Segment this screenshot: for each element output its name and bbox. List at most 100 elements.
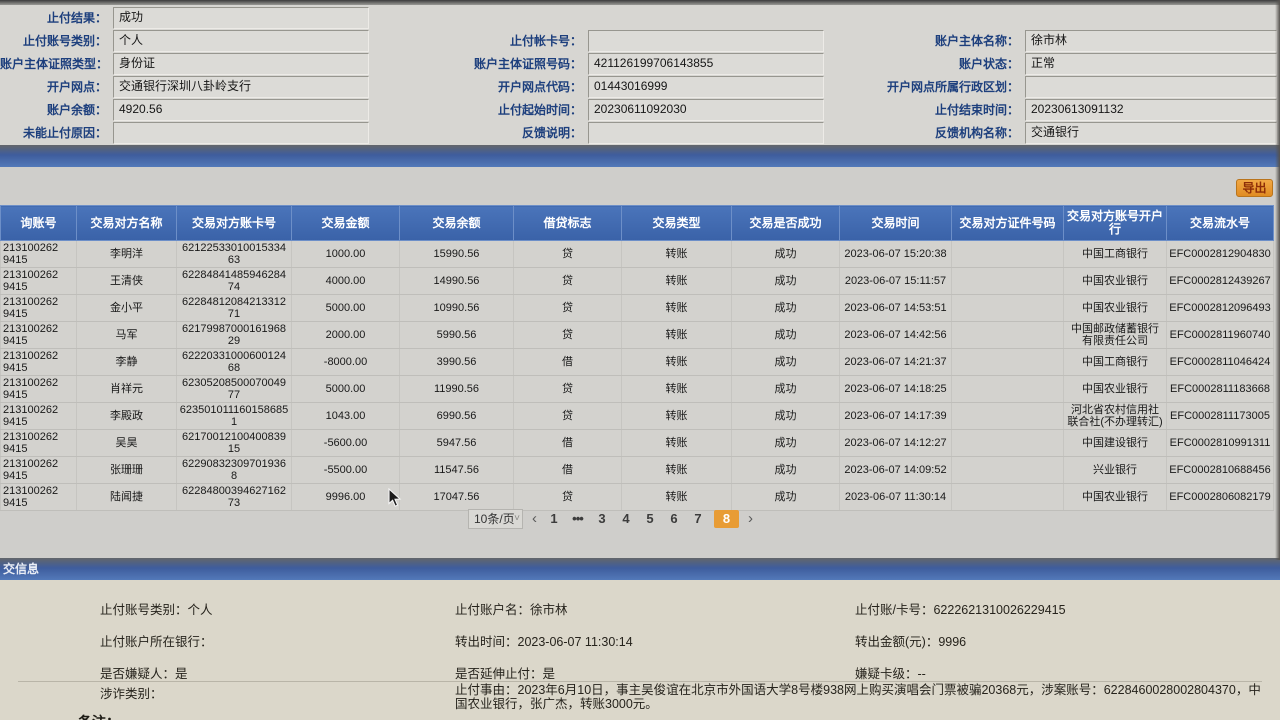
table-cell: 陆闻捷 (76, 483, 177, 511)
table-cell (951, 240, 1064, 268)
table-cell: 成功 (731, 294, 840, 322)
table-cell: 成功 (731, 375, 840, 403)
table-cell: 213100262 9415 (0, 375, 77, 403)
page-size-label: 10条/页 (474, 512, 515, 526)
bottom-info: 止付账号类别：个人 止付账户所在银行： 是否嫌疑人：是 止付账户名：徐市林 转出时间：… (0, 580, 1280, 720)
form-label: 止付账号类别： (22, 34, 107, 48)
table-row[interactable]: 213100262 9415 吴昊 6217001210040083915 -5600… (0, 429, 1274, 457)
table-cell: 4000.00 (291, 267, 400, 295)
table-cell (951, 429, 1064, 457)
table-cell: 贷 (513, 294, 622, 322)
table-body: 213100262 9415 李明洋 6212253301001533463 1000… (0, 240, 1274, 511)
table-cell: 6230520850007004977 (176, 375, 292, 403)
bottom-col3: 止付账/卡号：6222621310026229415 转出金额(元)：9996 嫌疑… (855, 594, 1066, 690)
form-label (372, 7, 588, 29)
table-cell: 中国农业银行 (1063, 375, 1167, 403)
table-cell: 成功 (731, 321, 840, 349)
page-button-4[interactable]: 4 (622, 511, 629, 526)
table-cell: 兴业银行 (1063, 456, 1167, 484)
table-cell: 金小平 (76, 294, 177, 322)
prev-page-button[interactable]: ‹ (532, 510, 537, 527)
table-cell: 5000.00 (291, 375, 400, 403)
table-cell (951, 483, 1064, 511)
table-cell: -5500.00 (291, 456, 400, 484)
table-cell: EFC0002812904830 (1166, 240, 1274, 268)
table-row[interactable]: 213100262 9415 李静 6222033100060012468 -8000… (0, 348, 1274, 376)
table-row[interactable]: 213100262 9415 李明洋 6212253301001533463 1000… (0, 240, 1274, 268)
form-field: 交通银行深圳八卦岭支行 (113, 76, 369, 98)
form-field: 徐市林 (1025, 30, 1277, 52)
table-cell: 李明洋 (76, 240, 177, 268)
table-cell: 李殿政 (76, 402, 177, 430)
table-cell: EFC0002811183668 (1166, 375, 1274, 403)
form-field: 交通银行 (1025, 122, 1277, 144)
table-cell: 15990.56 (399, 240, 514, 268)
table-cell (951, 375, 1064, 403)
horizontal-divider (18, 681, 1262, 682)
export-button[interactable]: 导出 (1236, 179, 1273, 197)
page-button-7[interactable]: 7 (694, 511, 701, 526)
table-cell: EFC0002810688456 (1166, 456, 1274, 484)
table-cell: 17047.56 (399, 483, 514, 511)
table-row[interactable]: 213100262 9415 马军 6217998700016196829 2000.… (0, 321, 1274, 349)
info-line: 止付账号类别：个人 (100, 603, 213, 617)
table-cell: 成功 (731, 429, 840, 457)
column-header: 交易类型 (621, 205, 732, 241)
table-row[interactable]: 213100262 9415 李殿政 6235010111601586851 1043… (0, 402, 1274, 430)
form-label: 开户网点所属行政区划： (886, 80, 1019, 94)
table-row[interactable]: 213100262 9415 张珊珊 622908323097019368 -5500… (0, 456, 1274, 484)
table-row[interactable]: 213100262 9415 金小平 6228481208421331271 5000… (0, 294, 1274, 322)
table-cell (951, 348, 1064, 376)
page-button-8[interactable]: 8 (714, 510, 739, 528)
page-size-select[interactable]: 10条/页 ˅ (468, 509, 523, 529)
table-cell: 马军 (76, 321, 177, 349)
table-cell: EFC0002812096493 (1166, 294, 1274, 322)
form-field (113, 122, 369, 144)
info-line: 转出金额(元)：9996 (855, 635, 967, 649)
table-row[interactable]: 213100262 9415 肖祥元 6230520850007004977 5000… (0, 375, 1274, 403)
table-cell: 肖祥元 (76, 375, 177, 403)
table-cell: 6228484148594628474 (176, 267, 292, 295)
table-cell: EFC0002810991311 (1166, 429, 1274, 457)
form-field: 成功 (113, 7, 369, 29)
table-cell: 中国建设银行 (1063, 429, 1167, 457)
form-label: 账户主体名称： (934, 34, 1019, 48)
column-header: 交易对方名称 (76, 205, 177, 241)
table-cell: 213100262 9415 (0, 429, 77, 457)
table-cell: 213100262 9415 (0, 402, 77, 430)
table-cell: EFC0002811173005 (1166, 402, 1274, 430)
page-button-6[interactable]: 6 (670, 511, 677, 526)
form-field: 421126199706143855 (588, 53, 824, 75)
form-label: 止付帐卡号： (509, 34, 582, 48)
table-cell: EFC0002811046424 (1166, 348, 1274, 376)
table-row[interactable]: 213100262 9415 陆闻捷 6228480039462716273 9996… (0, 483, 1274, 511)
table-cell: 2023-06-07 14:21:37 (839, 348, 952, 376)
table-cell (951, 267, 1064, 295)
table-cell: 11990.56 (399, 375, 514, 403)
table-cell: 贷 (513, 402, 622, 430)
next-page-button[interactable]: › (748, 510, 753, 527)
table-cell: 转账 (621, 429, 732, 457)
form-label: 反馈说明： (521, 126, 582, 140)
table-cell: 2023-06-07 11:30:14 (839, 483, 952, 511)
table-cell: 2023-06-07 14:18:25 (839, 375, 952, 403)
page-button-3[interactable]: 3 (598, 511, 605, 526)
form-field (588, 122, 824, 144)
form-field: 20230613091132 (1025, 99, 1277, 121)
table-cell: 6217998700016196829 (176, 321, 292, 349)
table-cell: 213100262 9415 (0, 267, 77, 295)
form-label: 止付结束时间： (934, 103, 1019, 117)
pagination-pages: 1 ••• 3 4 5 6 7 8 (546, 510, 739, 528)
info-line: 止付账户所在银行： (100, 635, 213, 649)
column-header: 交易是否成功 (731, 205, 840, 241)
page-ellipsis[interactable]: ••• (572, 511, 584, 526)
info-line: 是否延伸止付：是 (455, 667, 556, 681)
table-row[interactable]: 213100262 9415 王清侠 6228484148594628474 4000… (0, 267, 1274, 295)
table-cell: 借 (513, 429, 622, 457)
table-cell: 6235010111601586851 (176, 402, 292, 430)
page-button-1[interactable]: 1 (550, 511, 557, 526)
column-header: 交易对方账卡号 (176, 205, 292, 241)
bottom-section-bar: 交信息 (0, 558, 1280, 580)
page-button-5[interactable]: 5 (646, 511, 653, 526)
column-header: 交易时间 (839, 205, 952, 241)
